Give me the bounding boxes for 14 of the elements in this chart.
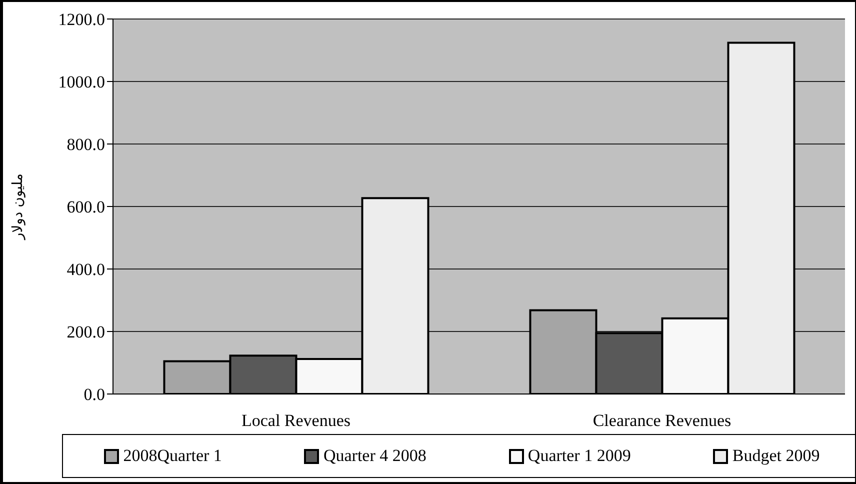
legend-label: Budget 2009 bbox=[731, 446, 820, 466]
x-tick-label: Local Revenues bbox=[241, 411, 351, 430]
y-tick-label: 0.0 bbox=[84, 385, 105, 404]
legend-label: Quarter 1 2009 bbox=[526, 446, 631, 466]
y-tick-label: 400.0 bbox=[66, 260, 105, 280]
y-tick-label: 1000.0 bbox=[58, 72, 105, 92]
y-tick-label: 200.0 bbox=[66, 322, 105, 342]
y-tick-label: 1200.0 bbox=[58, 10, 105, 30]
x-tick-label: Clearance Revenues bbox=[592, 411, 732, 430]
y-tick-label: 600.0 bbox=[66, 198, 105, 217]
y-axis-title: مليون دولار bbox=[10, 173, 26, 241]
y-tick-label: 800.0 bbox=[66, 135, 105, 154]
legend-label: Quarter 4 2008 bbox=[322, 446, 426, 466]
legend-label: 2008Quarter 1 bbox=[122, 446, 222, 466]
